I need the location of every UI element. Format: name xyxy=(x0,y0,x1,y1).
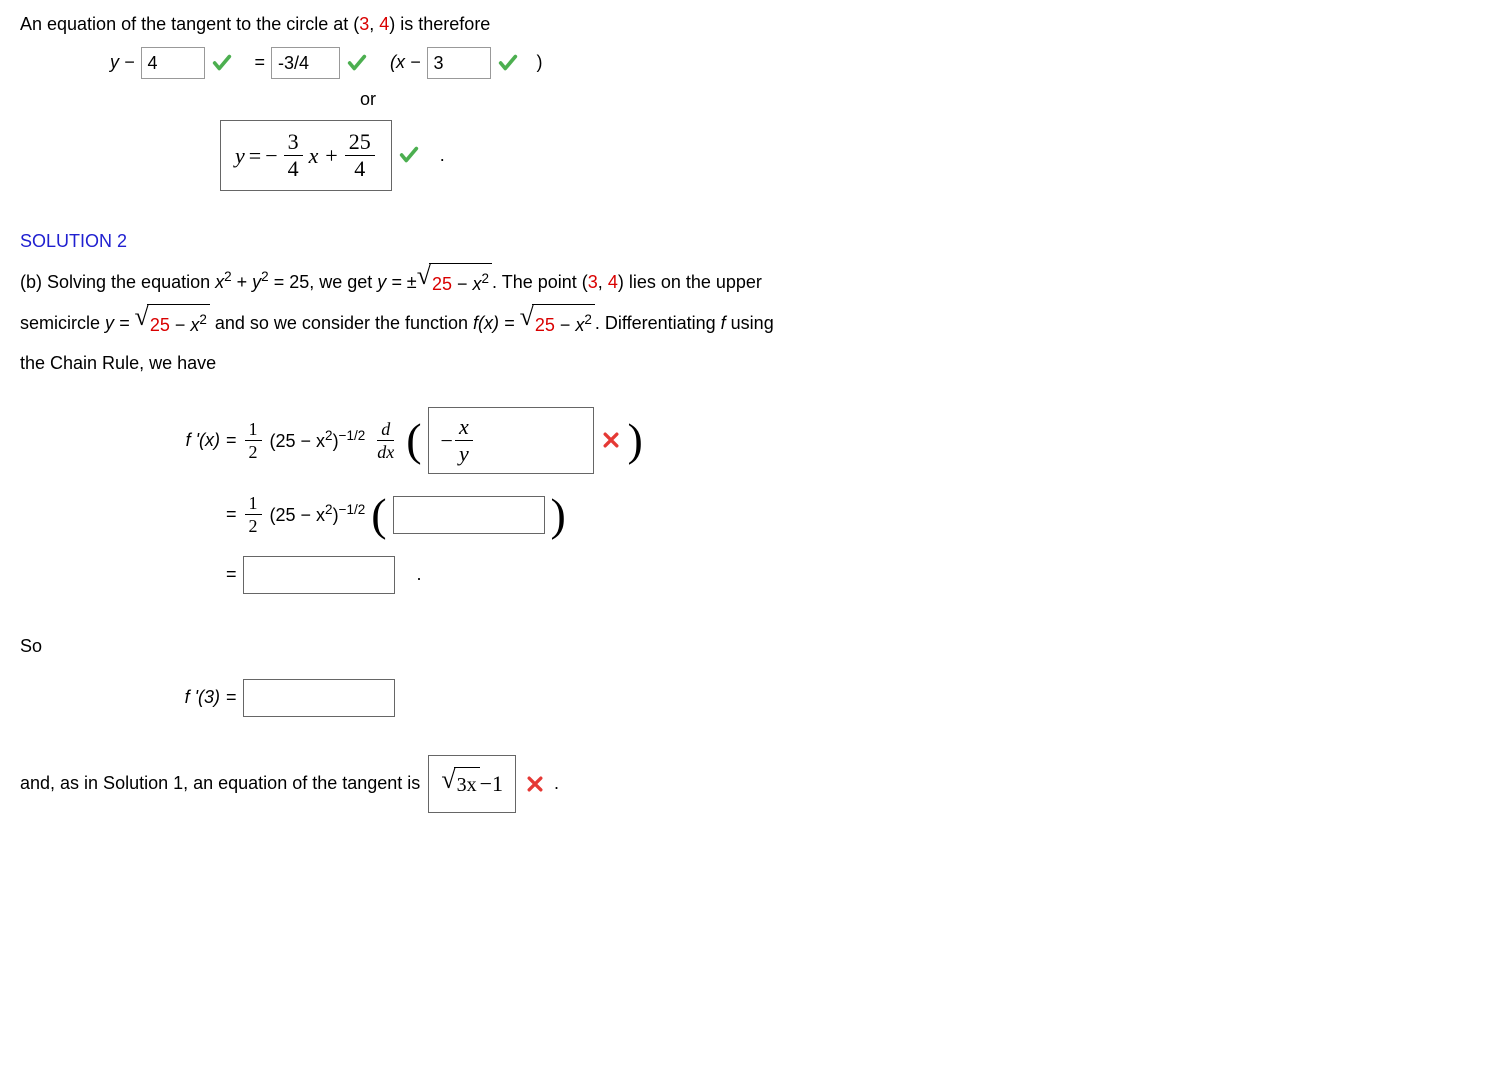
half-frac: 1 2 xyxy=(245,420,262,461)
period: . xyxy=(440,141,445,170)
cross-icon xyxy=(600,429,622,451)
or-row: or xyxy=(360,85,1420,114)
boxed-equation-row: y = − 3 4 x + 25 4 . xyxy=(220,120,1420,191)
d-dx-frac: d dx xyxy=(373,420,398,461)
equals-label: = xyxy=(255,48,266,77)
solution-2-label: SOLUTION 2 xyxy=(20,231,127,251)
input-frac: x y xyxy=(455,416,473,465)
big-paren-open-2: ( xyxy=(371,492,386,538)
check-icon xyxy=(398,144,420,166)
intro-pre: An equation of the tangent to the circle… xyxy=(20,14,359,34)
fprime-3-input[interactable] xyxy=(243,679,395,717)
x-minus-label: (x − xyxy=(390,48,421,77)
tangent-equation-row: y − 4 = -3/4 (x − 3 ) xyxy=(110,47,1420,79)
boxed-minus: − xyxy=(265,138,277,173)
solution-2-paragraph: (b) Solving the equation x2 + y2 = 25, w… xyxy=(20,263,1420,382)
derivative-work: f '(x) = 1 2 (25 − x2)−1/2 d dx ( − x y xyxy=(150,407,1420,594)
close-paren: ) xyxy=(537,48,543,77)
derivative-line-3: = . xyxy=(150,556,1420,594)
derivative-input-1[interactable]: − x y xyxy=(428,407,594,474)
sqrt-2: √25 − x2 xyxy=(135,304,210,345)
big-paren-close: ) xyxy=(628,417,643,463)
fprime-x-label: f '(x) xyxy=(150,426,220,455)
boxed-eq-sign: = xyxy=(249,138,261,173)
check-icon xyxy=(346,52,368,74)
check-icon xyxy=(211,52,233,74)
derivative-line-1: f '(x) = 1 2 (25 − x2)−1/2 d dx ( − x y xyxy=(150,407,1420,474)
tangent-input-1[interactable]: 4 xyxy=(141,47,205,79)
boxed-frac-1: 3 4 xyxy=(284,131,303,180)
final-text: and, as in Solution 1, an equation of th… xyxy=(20,769,420,798)
sqrt-1: √25 − x2 xyxy=(417,263,492,304)
intro-comma: , xyxy=(369,14,379,34)
boxed-y: y xyxy=(235,138,245,173)
intro-point-x: 3 xyxy=(359,14,369,34)
sqrt-3: √25 − x2 xyxy=(520,304,595,345)
fprime-3-row: f '(3) = xyxy=(150,679,1420,717)
derivative-input-3[interactable] xyxy=(243,556,395,594)
boxed-x-plus: x + xyxy=(309,138,339,173)
final-line: and, as in Solution 1, an equation of th… xyxy=(20,755,1420,813)
or-label: or xyxy=(360,85,376,114)
half-frac-2: 1 2 xyxy=(245,494,262,535)
big-paren-open: ( xyxy=(406,417,421,463)
derivative-line-2: = 1 2 (25 − x2)−1/2 ( ) xyxy=(150,492,1420,538)
intro-line: An equation of the tangent to the circle… xyxy=(20,10,1420,39)
boxed-tangent-equation[interactable]: y = − 3 4 x + 25 4 xyxy=(220,120,392,191)
solution-2-heading: SOLUTION 2 xyxy=(20,227,1420,256)
big-paren-close-2: ) xyxy=(551,492,566,538)
intro-point-y: 4 xyxy=(379,14,389,34)
check-icon xyxy=(497,52,519,74)
tangent-input-3[interactable]: 3 xyxy=(427,47,491,79)
cross-icon xyxy=(524,773,546,795)
intro-post: ) is therefore xyxy=(389,14,490,34)
tangent-input-2[interactable]: -3/4 xyxy=(271,47,340,79)
boxed-frac-2: 25 4 xyxy=(345,131,375,180)
fprime-3-label: f '(3) xyxy=(150,683,220,712)
y-minus-label: y − xyxy=(110,48,135,77)
so-label: So xyxy=(20,632,1420,661)
derivative-input-2[interactable] xyxy=(393,496,545,534)
final-tangent-input[interactable]: √ 3x − 1 xyxy=(428,755,516,813)
final-period: . xyxy=(554,769,559,798)
